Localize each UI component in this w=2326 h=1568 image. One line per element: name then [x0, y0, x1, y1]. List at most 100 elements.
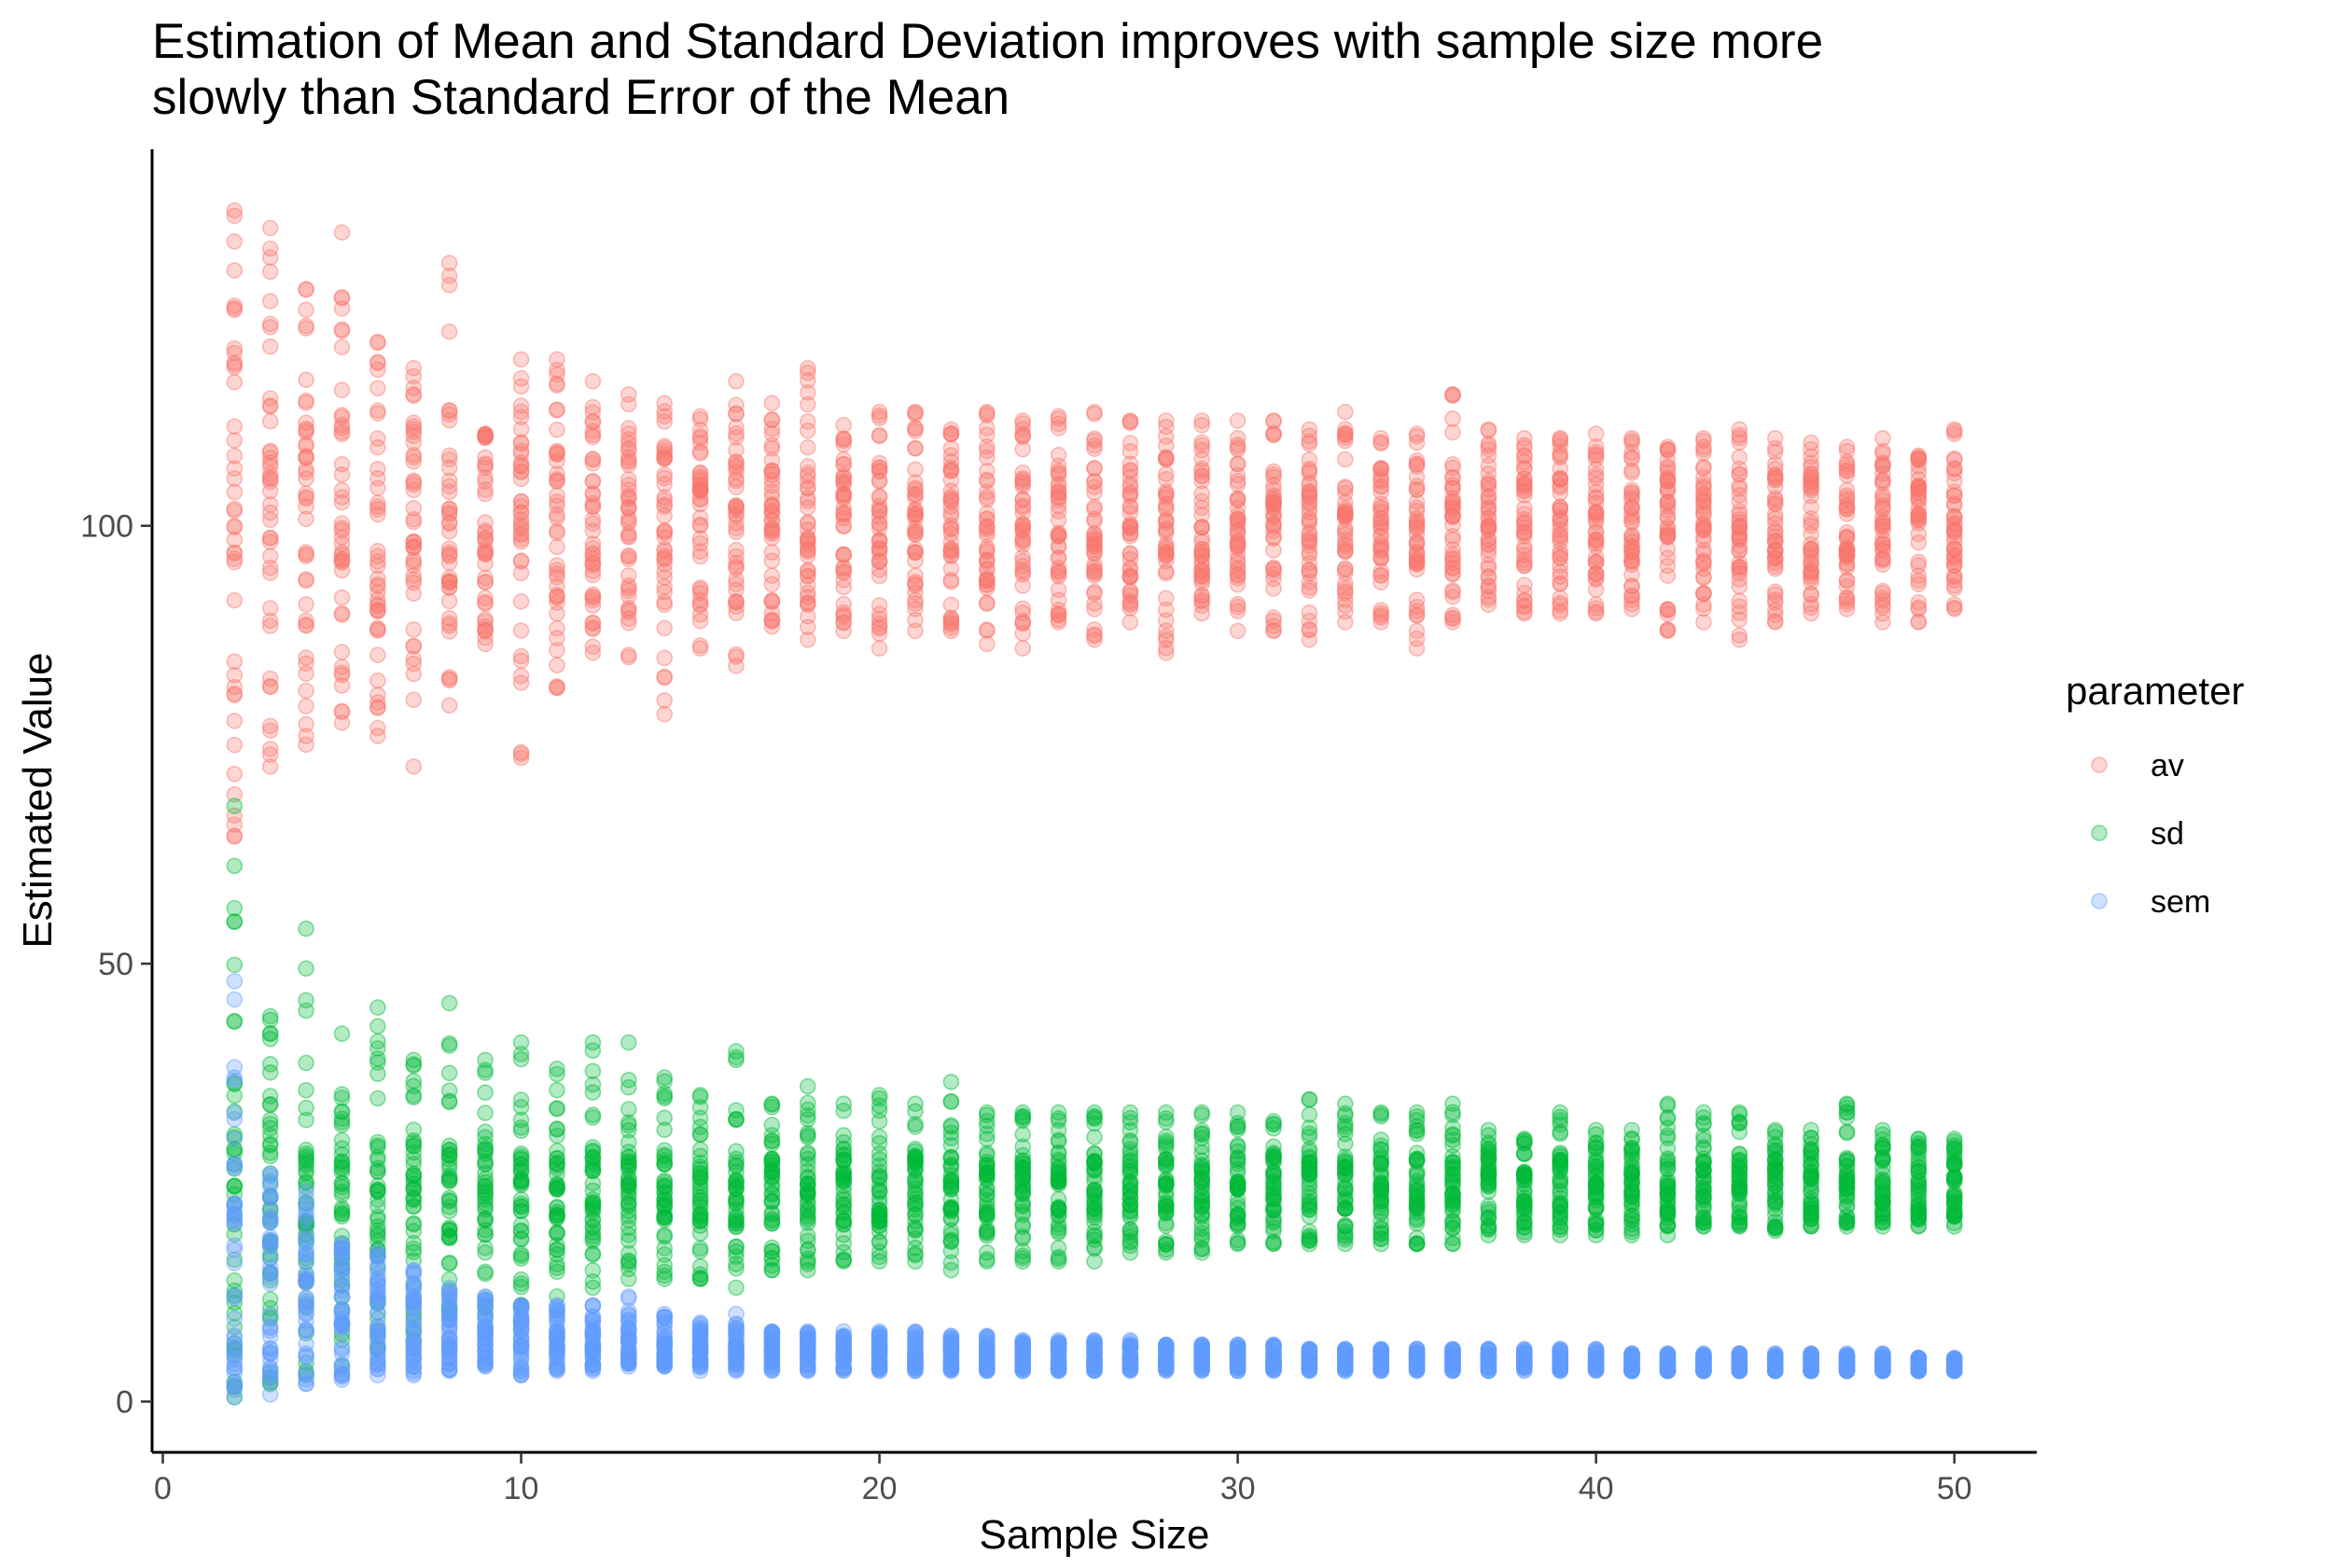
data-point-av: [1766, 586, 1784, 604]
data-point-av: [691, 509, 709, 526]
data-point-av: [1086, 513, 1103, 530]
data-point-av: [584, 413, 602, 431]
data-point-av: [691, 591, 709, 609]
data-point-av: [1158, 562, 1175, 580]
data-point-sd: [691, 1169, 709, 1186]
data-point-av: [1444, 583, 1461, 601]
data-point-av: [369, 557, 386, 575]
data-point-av: [440, 451, 458, 468]
data-point-sem: [226, 1360, 244, 1377]
data-point-av: [1766, 606, 1784, 624]
data-point-av: [835, 473, 853, 491]
data-point-av: [226, 517, 244, 534]
data-point-av: [477, 574, 494, 590]
data-point-av: [656, 669, 674, 687]
data-point-av: [440, 592, 458, 610]
data-point-av: [298, 450, 314, 467]
data-point-sd: [1480, 1169, 1497, 1186]
data-point-av: [405, 449, 423, 466]
data-point-av: [440, 459, 458, 477]
data-point-sd: [298, 1145, 314, 1162]
data-point-av: [549, 557, 565, 574]
data-point-av: [656, 507, 674, 524]
data-point-sd: [512, 1046, 530, 1062]
data-point-av: [440, 546, 458, 563]
data-point-av: [584, 372, 602, 390]
data-point-av: [1337, 425, 1354, 443]
data-point-sd: [1014, 1126, 1031, 1143]
data-point-sd: [369, 1137, 386, 1154]
data-point-sem: [907, 1330, 924, 1348]
data-point-av: [405, 585, 423, 603]
data-point-av: [1408, 493, 1426, 510]
data-point-av: [440, 447, 458, 465]
data-point-sd: [1552, 1214, 1568, 1230]
data-point-sd: [691, 1089, 709, 1105]
data-point-sd: [942, 1226, 960, 1243]
data-point-av: [1121, 487, 1139, 505]
data-point-av: [226, 447, 244, 465]
data-point-av: [1050, 420, 1067, 437]
data-point-av: [512, 647, 530, 665]
data-point-sd: [1408, 1118, 1426, 1135]
data-point-av: [763, 522, 781, 540]
data-point-av: [477, 459, 494, 477]
data-point-sd: [333, 1159, 351, 1176]
data-point-av: [369, 405, 386, 422]
data-point-sd: [369, 1089, 386, 1107]
data-point-av: [405, 567, 423, 584]
data-point-av: [440, 514, 458, 531]
data-point-av: [512, 552, 530, 569]
data-point-av: [763, 395, 781, 412]
data-point-av: [942, 548, 960, 565]
data-point-sd: [656, 1073, 674, 1090]
data-point-sd: [1193, 1106, 1210, 1124]
data-point-av: [549, 361, 565, 379]
data-point-sd: [691, 1192, 709, 1210]
data-point-av: [1337, 479, 1354, 497]
data-point-av: [333, 515, 351, 532]
data-point-sd: [1408, 1212, 1426, 1228]
data-point-sd: [1050, 1219, 1067, 1237]
data-point-av: [1766, 510, 1784, 527]
data-point-av: [369, 603, 386, 620]
data-point-av: [298, 571, 314, 588]
data-point-sd: [1158, 1132, 1175, 1149]
data-point-av: [1014, 557, 1031, 575]
data-point-av: [333, 423, 351, 440]
data-point-av: [691, 605, 709, 623]
data-point-av: [261, 548, 279, 565]
data-point-sd: [477, 1191, 494, 1208]
data-point-av: [1695, 444, 1712, 462]
data-point-av: [549, 421, 565, 438]
data-point-av: [261, 396, 279, 414]
data-point-sd: [871, 1170, 888, 1186]
data-point-av: [799, 593, 816, 611]
data-point-av: [298, 422, 314, 439]
data-point-av: [226, 544, 244, 562]
data-point-av: [440, 500, 458, 518]
data-point-av: [979, 405, 996, 423]
data-point-sd: [1910, 1211, 1928, 1228]
data-point-sd: [226, 1012, 244, 1030]
data-point-av: [440, 402, 458, 420]
data-point-av: [1229, 455, 1247, 473]
data-point-av: [298, 616, 314, 633]
data-point-sd: [440, 1064, 458, 1082]
data-point-sem: [298, 1226, 314, 1243]
data-point-sd: [979, 1205, 996, 1223]
data-point-sem: [620, 1354, 637, 1371]
data-point-av: [226, 827, 244, 844]
data-point-sem: [728, 1324, 745, 1340]
data-point-av: [1874, 596, 1891, 614]
data-point-sd: [1552, 1145, 1568, 1161]
data-point-sem: [691, 1315, 709, 1333]
data-point-av: [1945, 423, 1963, 440]
data-point-av: [226, 687, 244, 704]
data-point-av: [1229, 506, 1247, 524]
data-point-sem: [549, 1335, 565, 1352]
data-point-av: [226, 373, 244, 391]
data-point-av: [1731, 513, 1748, 531]
data-point-av: [298, 546, 314, 563]
data-point-sd: [1372, 1174, 1389, 1191]
